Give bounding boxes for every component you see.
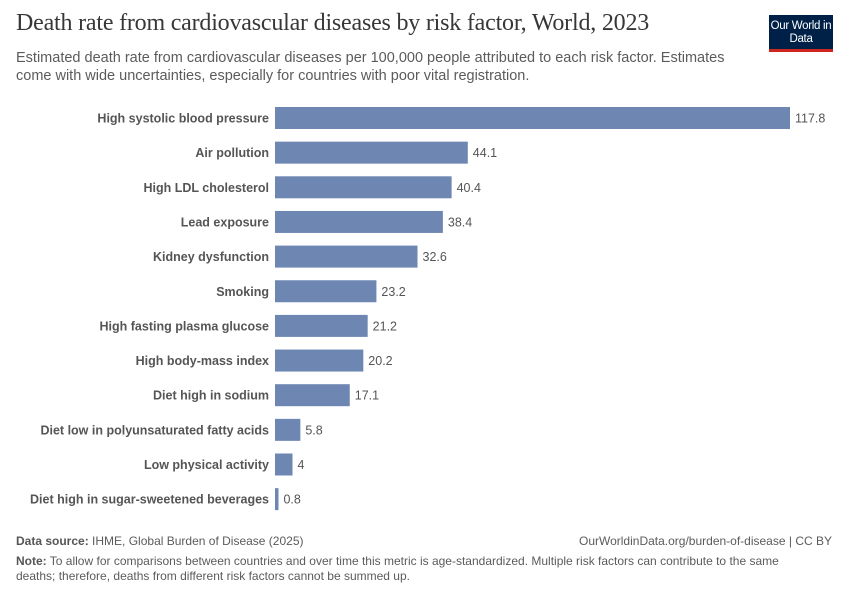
chart-title: Death rate from cardiovascular diseases … — [16, 10, 650, 36]
note-text: To allow for comparisons between countri… — [16, 554, 779, 583]
value-label: 4 — [297, 458, 304, 472]
note-label: Note: — [16, 554, 47, 568]
bar[interactable] — [275, 349, 364, 372]
data-source: Data source: IHME, Global Burden of Dise… — [16, 534, 303, 549]
note: Note: To allow for comparisons between c… — [16, 554, 816, 584]
owid-logo[interactable]: Our World in Data — [769, 15, 833, 52]
value-label: 117.8 — [795, 112, 825, 126]
bar[interactable] — [275, 384, 350, 407]
category-label: High fasting plasma glucose — [100, 319, 270, 333]
bar[interactable] — [275, 488, 279, 511]
category-label: High systolic blood pressure — [97, 112, 269, 126]
bar-chart: High systolic blood pressure 117.8 Air pol… — [30, 107, 825, 511]
chart-subtitle: Estimated death rate from cardiovascular… — [16, 50, 725, 84]
value-label: 32.6 — [423, 250, 447, 264]
category-label: Diet high in sodium — [153, 389, 269, 403]
bar[interactable] — [275, 280, 377, 303]
value-label: 38.4 — [448, 215, 472, 229]
category-label: Diet low in polyunsaturated fatty acids — [40, 423, 269, 437]
logo-text: Our World in Data — [770, 20, 832, 45]
value-label: 17.1 — [355, 389, 379, 403]
category-label: Low physical activity — [144, 458, 269, 472]
bar[interactable] — [275, 418, 301, 441]
category-label: Kidney dysfunction — [153, 250, 269, 264]
value-label: 20.2 — [368, 354, 392, 368]
category-label: High body-mass index — [136, 354, 269, 368]
value-label: 23.2 — [381, 285, 405, 299]
category-label: Lead exposure — [181, 215, 269, 229]
bar[interactable] — [275, 176, 452, 199]
source-text[interactable]: IHME, Global Burden of Disease (2025) — [92, 534, 304, 548]
source-label: Data source: — [16, 534, 89, 548]
category-label: Smoking — [216, 285, 269, 299]
bar[interactable] — [275, 453, 293, 476]
value-label: 44.1 — [473, 146, 497, 160]
value-label: 40.4 — [457, 181, 481, 195]
category-label: High LDL cholesterol — [144, 181, 269, 195]
category-label: Diet high in sugar-sweetened beverages — [30, 493, 269, 507]
category-label: Air pollution — [195, 146, 269, 160]
value-label: 5.8 — [305, 423, 322, 437]
bar[interactable] — [275, 141, 468, 164]
source-url[interactable]: OurWorldinData.org/burden-of-disease | C… — [578, 534, 832, 548]
bar[interactable] — [275, 210, 443, 233]
bar[interactable] — [275, 314, 368, 337]
value-label: 0.8 — [283, 493, 300, 507]
bar[interactable] — [275, 245, 418, 268]
value-label: 21.2 — [373, 319, 397, 333]
bar[interactable] — [275, 107, 790, 129]
